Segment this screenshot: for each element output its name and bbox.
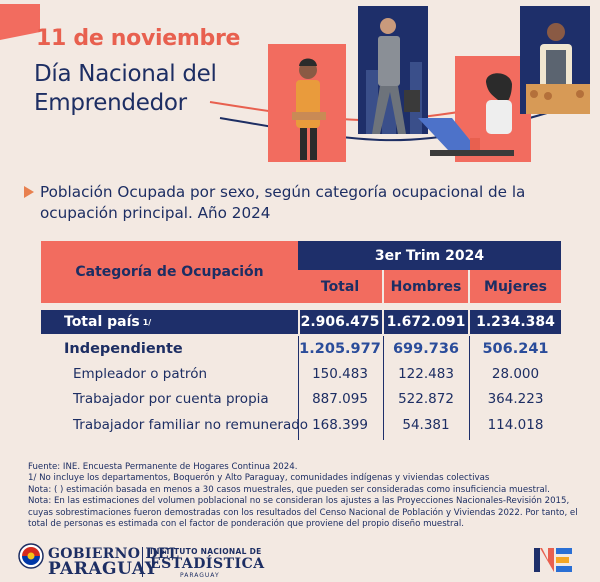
header-divider	[382, 270, 384, 303]
row-value-total: 887.095	[312, 391, 368, 407]
row-value-total: 1.205.977	[299, 341, 381, 357]
row-value-hombres: 54.381	[402, 417, 450, 433]
column-divider	[298, 336, 299, 440]
column-header-hombres: Hombres	[384, 270, 468, 303]
ine-line-1: INSTITUTO NACIONAL DE	[150, 547, 262, 556]
gobierno-line-1: GOBIERNO DEL	[48, 546, 179, 562]
row-label: Trabajador familiar no remunerado	[73, 417, 309, 433]
total-superscript: 1/	[142, 317, 152, 327]
vendor-figure	[526, 23, 590, 114]
table-row: Empleador o patrón 150.483 122.483 28.00…	[41, 362, 561, 386]
row-value-total: 150.483	[312, 366, 368, 382]
row-label: Independiente	[64, 341, 183, 357]
table-row: Trabajador familiar no remunerado 168.39…	[41, 413, 561, 437]
table-row: Independiente 1.205.977 699.736 506.241	[41, 337, 561, 361]
column-header-mujeres: Mujeres	[470, 270, 561, 303]
page-title: Día Nacional del Emprendedor	[34, 60, 217, 118]
total-value-hombres: 1.672.091	[386, 314, 466, 330]
ine-logo-icon	[534, 548, 572, 572]
total-divider	[468, 310, 470, 334]
column-header-total: Total	[298, 270, 382, 303]
total-row-label: Total país 1/	[64, 310, 151, 334]
row-value-mujeres: 364.223	[487, 391, 544, 407]
total-divider	[298, 310, 300, 334]
table-title: Población Ocupada por sexo, según catego…	[40, 183, 526, 222]
row-value-mujeres: 28.000	[491, 366, 540, 382]
table-row: Trabajador por cuenta propia 887.095 522…	[41, 387, 561, 411]
title-line-2: Emprendedor	[34, 90, 187, 116]
row-value-hombres: 699.736	[392, 341, 460, 357]
businessman-figure	[372, 18, 420, 134]
column-divider	[383, 336, 384, 440]
paraguay-seal-icon	[18, 543, 44, 569]
footnotes: Fuente: INE. Encuesta Permanente de Hoga…	[28, 462, 588, 530]
seller-figure	[292, 58, 326, 160]
footnote-1: 1/ No incluye los departamentos, Boqueró…	[28, 473, 490, 484]
total-divider	[382, 310, 384, 334]
total-value-total: 2.906.475	[300, 314, 380, 330]
bullet-arrow-icon	[24, 186, 34, 198]
row-value-mujeres: 114.018	[487, 417, 544, 433]
row-value-hombres: 122.483	[398, 366, 454, 382]
row-value-mujeres: 506.241	[482, 341, 549, 357]
category-header: Categoría de Ocupación	[41, 241, 298, 303]
row-label: Empleador o patrón	[73, 366, 208, 382]
gobierno-line-2: PARAGUAY	[48, 559, 158, 579]
row-value-total: 168.399	[312, 417, 368, 433]
footnote-source: Fuente: INE. Encuesta Permanente de Hoga…	[28, 462, 298, 472]
row-label: Trabajador por cuenta propia	[73, 391, 269, 407]
decorative-line	[0, 4, 40, 40]
event-date: 11 de noviembre	[36, 26, 241, 51]
laptop-worker-figure	[418, 73, 514, 156]
total-value-mujeres: 1.234.384	[476, 314, 555, 330]
footnote-2: Nota: ( ) estimación basada en menos a 3…	[28, 484, 550, 495]
row-value-hombres: 522.872	[398, 391, 454, 407]
column-divider	[469, 336, 470, 440]
header-divider	[468, 270, 470, 303]
ine-line-2: ESTADÍSTICA	[150, 556, 265, 572]
total-row: Total país 1/ 2.906.475 1.672.091 1.234.3…	[41, 310, 561, 334]
title-line-1: Día Nacional del	[34, 61, 217, 87]
header-illustration	[0, 4, 590, 162]
ine-line-3: PARAGUAY	[180, 572, 220, 579]
footnote-3: Nota: En las estimaciones del volumen po…	[28, 496, 578, 530]
period-header: 3er Trim 2024	[298, 241, 561, 270]
footer-divider	[142, 547, 143, 577]
total-label-text: Total país	[64, 314, 140, 330]
